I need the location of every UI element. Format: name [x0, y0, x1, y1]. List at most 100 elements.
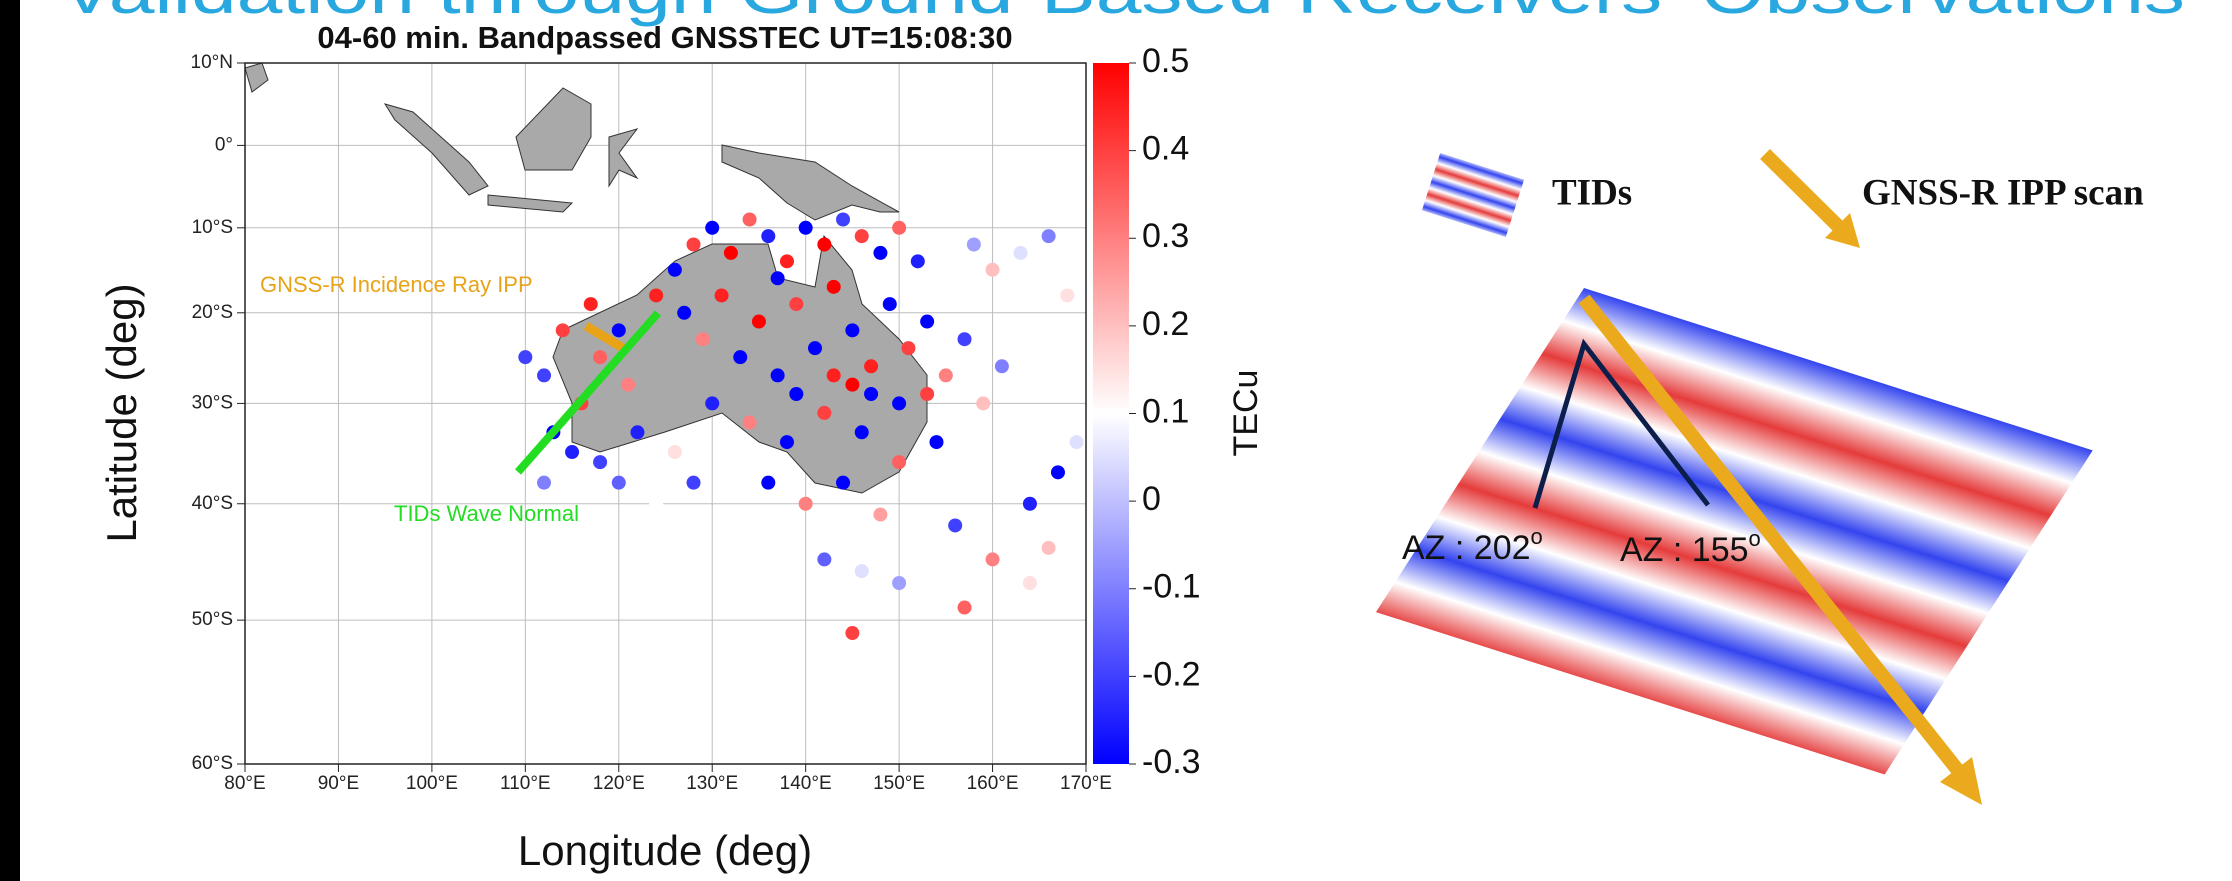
annotation: GNSS-R Incidence Ray IPP — [260, 272, 533, 297]
point — [593, 455, 608, 470]
point — [920, 387, 935, 402]
point — [892, 220, 907, 235]
point — [798, 220, 813, 235]
ipp-scan-arrow-head — [1940, 757, 1982, 805]
point — [892, 576, 907, 591]
colorbar-tick-label: 0 — [1142, 480, 1161, 518]
point — [808, 341, 823, 356]
point — [836, 212, 851, 227]
point — [686, 475, 701, 490]
point — [1013, 245, 1028, 260]
point — [789, 387, 804, 402]
point — [929, 435, 944, 450]
y-tick-label: 50°S — [192, 609, 233, 630]
azimuth-value: AZ : 155 — [1620, 531, 1749, 569]
sumatra — [383, 103, 489, 196]
y-tick-label: 40°S — [192, 493, 233, 514]
x-tick-label: 110°E — [500, 773, 551, 794]
point — [957, 600, 972, 615]
point — [845, 323, 860, 338]
ipp-scan-arrow — [1578, 294, 1966, 778]
point — [621, 377, 636, 392]
point — [873, 245, 888, 260]
heading: Validation through Ground-Based Receiver… — [60, 0, 2185, 27]
point — [938, 368, 953, 383]
azimuth-label: AZ : 155o — [1620, 526, 1761, 569]
point — [789, 297, 804, 312]
point — [892, 396, 907, 411]
point — [1022, 576, 1037, 591]
point — [845, 626, 860, 641]
colorbar-tick-label: 0.5 — [1142, 42, 1189, 80]
point — [733, 350, 748, 365]
point — [649, 496, 664, 511]
point — [826, 368, 841, 383]
chart-title: 04-60 min. Bandpassed GNSSTEC UT=15:08:3… — [317, 20, 1012, 55]
azimuth-degree: o — [1531, 524, 1543, 549]
point — [723, 245, 738, 260]
point — [994, 359, 1009, 374]
azimuth-lines — [1532, 338, 1710, 509]
point — [1041, 229, 1056, 244]
y-tick-label: 10°N — [191, 52, 233, 73]
x-tick-label: 120°E — [593, 773, 645, 794]
colorbar-tick-label: 0.2 — [1142, 305, 1189, 343]
point — [761, 475, 776, 490]
tid-field — [1375, 288, 2093, 775]
point — [1069, 435, 1084, 450]
point — [537, 475, 552, 490]
point — [751, 314, 766, 329]
annotation: TIDs Wave Normal — [394, 501, 579, 526]
point — [1060, 288, 1075, 303]
point — [864, 359, 879, 374]
point — [1050, 465, 1065, 480]
point — [976, 396, 991, 411]
borneo — [515, 87, 592, 171]
point — [667, 445, 682, 460]
point — [770, 271, 785, 286]
y-tick-label: 60°S — [192, 753, 233, 774]
point — [714, 288, 729, 303]
new-guinea — [721, 144, 900, 221]
point — [677, 305, 692, 320]
y-axis-label: Latitude (deg) — [98, 283, 145, 542]
x-tick-label: 90°E — [318, 773, 359, 794]
point — [761, 229, 776, 244]
point — [901, 341, 916, 356]
australia — [552, 234, 928, 494]
point — [854, 229, 869, 244]
point — [910, 529, 925, 544]
point — [695, 332, 710, 347]
point — [630, 425, 645, 440]
point — [555, 323, 570, 338]
point — [611, 323, 626, 338]
y-tick-label: 20°S — [192, 302, 233, 323]
legend-label: TIDs — [1552, 172, 1632, 213]
point — [817, 552, 832, 567]
colorbar-tick-label: 0.1 — [1142, 392, 1189, 430]
point — [798, 496, 813, 511]
point — [649, 288, 664, 303]
plot-frame — [244, 62, 1087, 765]
point — [817, 405, 832, 420]
point — [537, 368, 552, 383]
left-strip — [0, 0, 20, 881]
point — [742, 212, 757, 227]
point — [882, 297, 897, 312]
point — [742, 415, 757, 430]
point — [985, 262, 1000, 277]
colorbar-label: TECu — [1227, 370, 1265, 457]
azimuth-value: AZ : 202 — [1402, 529, 1531, 567]
sulawesi — [608, 128, 639, 188]
point — [779, 435, 794, 450]
point — [1041, 540, 1056, 555]
island — [245, 63, 269, 93]
colorbar-tick-label: -0.1 — [1142, 568, 1201, 606]
scan-icon — [1760, 149, 1851, 239]
point — [817, 237, 832, 252]
x-tick-label: 140°E — [780, 773, 832, 794]
x-tick-label: 100°E — [406, 773, 458, 794]
point — [910, 254, 925, 269]
y-tick-label: 0° — [215, 134, 233, 155]
x-tick-label: 160°E — [967, 773, 1019, 794]
